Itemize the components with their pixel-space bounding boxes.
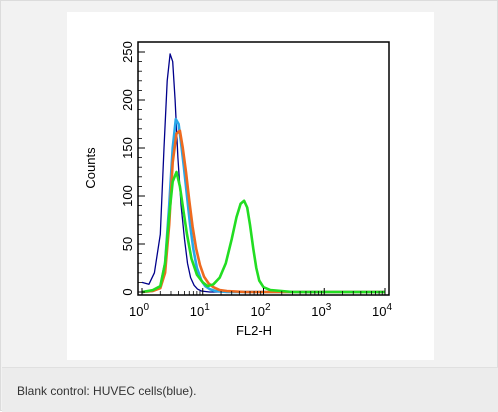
x-tick-label: 100 (129, 302, 149, 319)
x-axis-label: FL2-H (236, 323, 272, 338)
figure-caption: Blank control: HUVEC cells(blue). (17, 384, 197, 398)
histogram-curve-4 (141, 170, 385, 294)
y-tick-label: 200 (120, 89, 135, 111)
x-tick-label: 101 (190, 302, 210, 319)
x-tick-label: 102 (250, 302, 270, 319)
y-axis-label: Counts (83, 147, 98, 189)
histogram-curve-1 (141, 53, 385, 293)
caption-bar: Blank control: HUVEC cells(blue). (2, 367, 498, 412)
flow-cytometry-histogram: 100 101 102 103 104 0 50 100 150 200 250 FL2-H Co… (83, 41, 392, 338)
y-tick-label: 250 (120, 41, 135, 63)
x-tick-label: 103 (311, 302, 331, 319)
y-tick-label: 150 (120, 137, 135, 159)
x-tick-label: 104 (372, 302, 392, 319)
y-tick-label: 100 (120, 185, 135, 207)
y-tick-label: 50 (120, 237, 135, 251)
plot-frame (137, 41, 390, 296)
y-tick-label: 0 (120, 288, 135, 295)
histogram-curve-2 (141, 117, 385, 294)
figure-area: 100 101 102 103 104 0 50 100 150 200 250 FL2-H Co… (67, 12, 434, 360)
histogram-curve-3 (141, 129, 385, 294)
